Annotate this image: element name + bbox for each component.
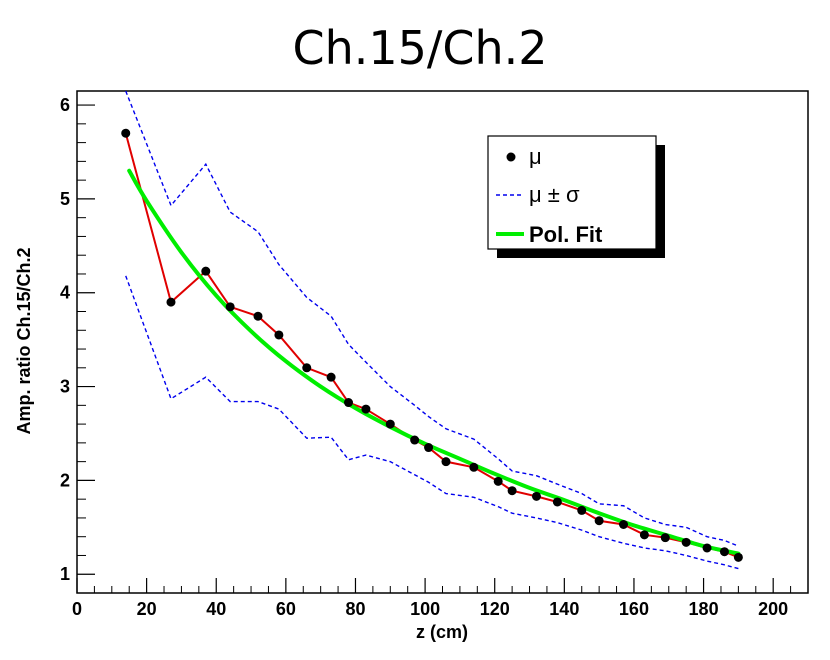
x-tick-label: 140 <box>549 599 579 619</box>
legend-mu-sigma-label: μ ± σ <box>529 182 580 207</box>
mean-point <box>702 543 712 553</box>
x-tick-label: 180 <box>689 599 719 619</box>
mean-point <box>441 457 451 467</box>
y-tick-label: 1 <box>60 564 70 584</box>
x-tick-label: 160 <box>619 599 649 619</box>
mean-point <box>619 520 629 530</box>
x-tick-label: 60 <box>276 599 296 619</box>
mean-point <box>507 486 517 496</box>
chart-title: Ch.15/Ch.2 <box>292 21 547 75</box>
mean-point <box>410 435 420 445</box>
legend-mu-label: μ <box>529 144 542 169</box>
x-tick-label: 40 <box>206 599 226 619</box>
series-layer <box>121 91 743 570</box>
mean-point <box>493 476 503 486</box>
x-tick-label: 120 <box>480 599 510 619</box>
mean-point <box>639 530 649 540</box>
mean-point <box>385 419 395 429</box>
fit-curve <box>127 168 741 556</box>
mean-point <box>302 363 312 373</box>
y-axis-label: Amp. ratio Ch.15/Ch.2 <box>14 247 34 434</box>
mean-point <box>253 311 263 321</box>
x-tick-label: 100 <box>410 599 440 619</box>
y-tick-label: 4 <box>60 283 70 303</box>
y-tick-label: 3 <box>60 377 70 397</box>
plot-frame <box>76 90 809 594</box>
mean-point <box>469 462 479 472</box>
mean-point <box>225 302 235 312</box>
x-tick-label: 20 <box>137 599 157 619</box>
mean-line <box>124 132 739 559</box>
legend-fit-label: Pol. Fit <box>529 222 603 247</box>
x-tick-label: 80 <box>345 599 365 619</box>
mean-point <box>326 372 336 382</box>
y-tick-label: 5 <box>60 189 70 209</box>
mean-point <box>660 533 670 543</box>
mean-point <box>577 505 587 515</box>
legend-mu-marker <box>506 152 516 162</box>
mean-point <box>594 516 604 526</box>
x-axis-label: z (cm) <box>416 622 468 642</box>
mean-point <box>681 537 691 547</box>
sigma-band-line <box>125 275 739 570</box>
mean-point <box>531 491 541 501</box>
mean-point <box>424 443 434 453</box>
mean-point <box>719 547 729 557</box>
y-tick-label: 6 <box>60 95 70 115</box>
mean-point <box>733 552 743 562</box>
mean-point <box>274 330 284 340</box>
mean-point <box>361 404 371 414</box>
sigma-band-line <box>125 91 739 547</box>
mean-point <box>121 128 131 138</box>
x-tick-label: 200 <box>758 599 788 619</box>
mean-point <box>201 266 211 276</box>
legend: μ μ ± σ Pol. Fit <box>487 135 665 258</box>
mean-point <box>344 398 354 408</box>
x-tick-label: 0 <box>72 599 82 619</box>
y-tick-label: 2 <box>60 470 70 490</box>
ticks-layer: 0 20 40 60 80 100 120 140 160 180 200 1 2 3 4 5 6 <box>60 95 809 619</box>
mean-point <box>552 497 562 507</box>
legend-box <box>487 135 657 250</box>
mean-point <box>166 297 176 307</box>
